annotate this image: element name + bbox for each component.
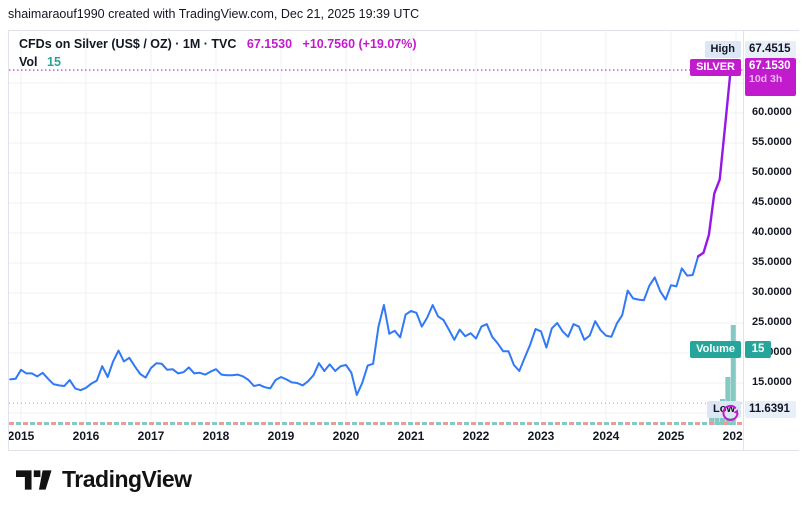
volume-label: Volume [690,341,741,358]
chart-title-row: CFDs on Silver (US$ / OZ) · 1M · TVC 67.… [19,37,417,51]
price-scale[interactable]: 60.0000 55.0000 50.0000 45.0000 40.0000 35.00… [743,31,799,450]
tradingview-logo-text: TradingView [62,466,192,492]
symbol-title: CFDs on Silver (US$ / OZ) · 1M · TVC [19,37,237,51]
low-value: 11.6391 [745,401,796,418]
last-price-text: 67.1530 [246,37,293,51]
volume-bar [730,325,736,425]
volume-value: 15 [745,341,771,358]
year-tick-label: 2024 [592,429,620,443]
year-tick-label: 2019 [267,429,295,443]
year-tick-label: 2018 [202,429,230,443]
price-tick-label: 30.0000 [752,286,792,298]
price-chart-canvas[interactable] [9,31,798,450]
price-tick-label: 50.0000 [752,166,792,178]
volume-bar [714,411,720,425]
price-line-blue [9,255,700,396]
high-label: High [704,41,741,58]
attribution-text: shaimaraouf1990 created with TradingView… [8,7,420,21]
tradingview-logo-mark [16,469,52,490]
year-tick-label: 2015 [9,429,35,443]
symbol-label: SILVER [690,59,741,76]
price-tick-label: 15.0000 [752,376,792,388]
current-price-value: 67.1530 [749,60,791,72]
chart-card: CFDs on Silver (US$ / OZ) · 1M · TVC 67.… [8,30,799,451]
volume-title-row: Vol 15 [19,55,61,69]
year-tick-label: 2025 [657,429,685,443]
loading-arrow-icon [722,404,739,421]
price-line-purple [696,68,732,258]
vol-value: 15 [47,55,61,69]
price-tick-label: 25.0000 [752,316,792,328]
year-tick-label: 2020 [332,429,360,443]
price-tick-label: 40.0000 [752,226,792,238]
year-tick-label: 2026 [722,429,743,443]
bar-countdown: 10d 3h [749,73,783,85]
high-value: 67.4515 [745,41,796,58]
price-tick-label: 35.0000 [752,256,792,268]
tradingview-logo[interactable]: TradingView [16,466,192,493]
year-tick-label: 2023 [527,429,555,443]
price-tick-label: 60.0000 [752,106,792,118]
price-tick-label: 55.0000 [752,136,792,148]
year-tick-label: 2017 [137,429,165,443]
year-tick-label: 2022 [462,429,490,443]
vol-label: Vol [19,55,38,69]
price-tick-label: 45.0000 [752,196,792,208]
volume-bar [709,417,715,425]
current-price-chip: 67.1530 10d 3h [745,58,796,96]
year-tick-label: 2021 [397,429,425,443]
year-tick-label: 2016 [72,429,100,443]
price-change-text: +10.7560 (+19.07%) [302,37,417,51]
time-scale[interactable]: 2015 2016 2017 2018 2019 2020 2021 2022 2023 2024… [9,427,743,447]
